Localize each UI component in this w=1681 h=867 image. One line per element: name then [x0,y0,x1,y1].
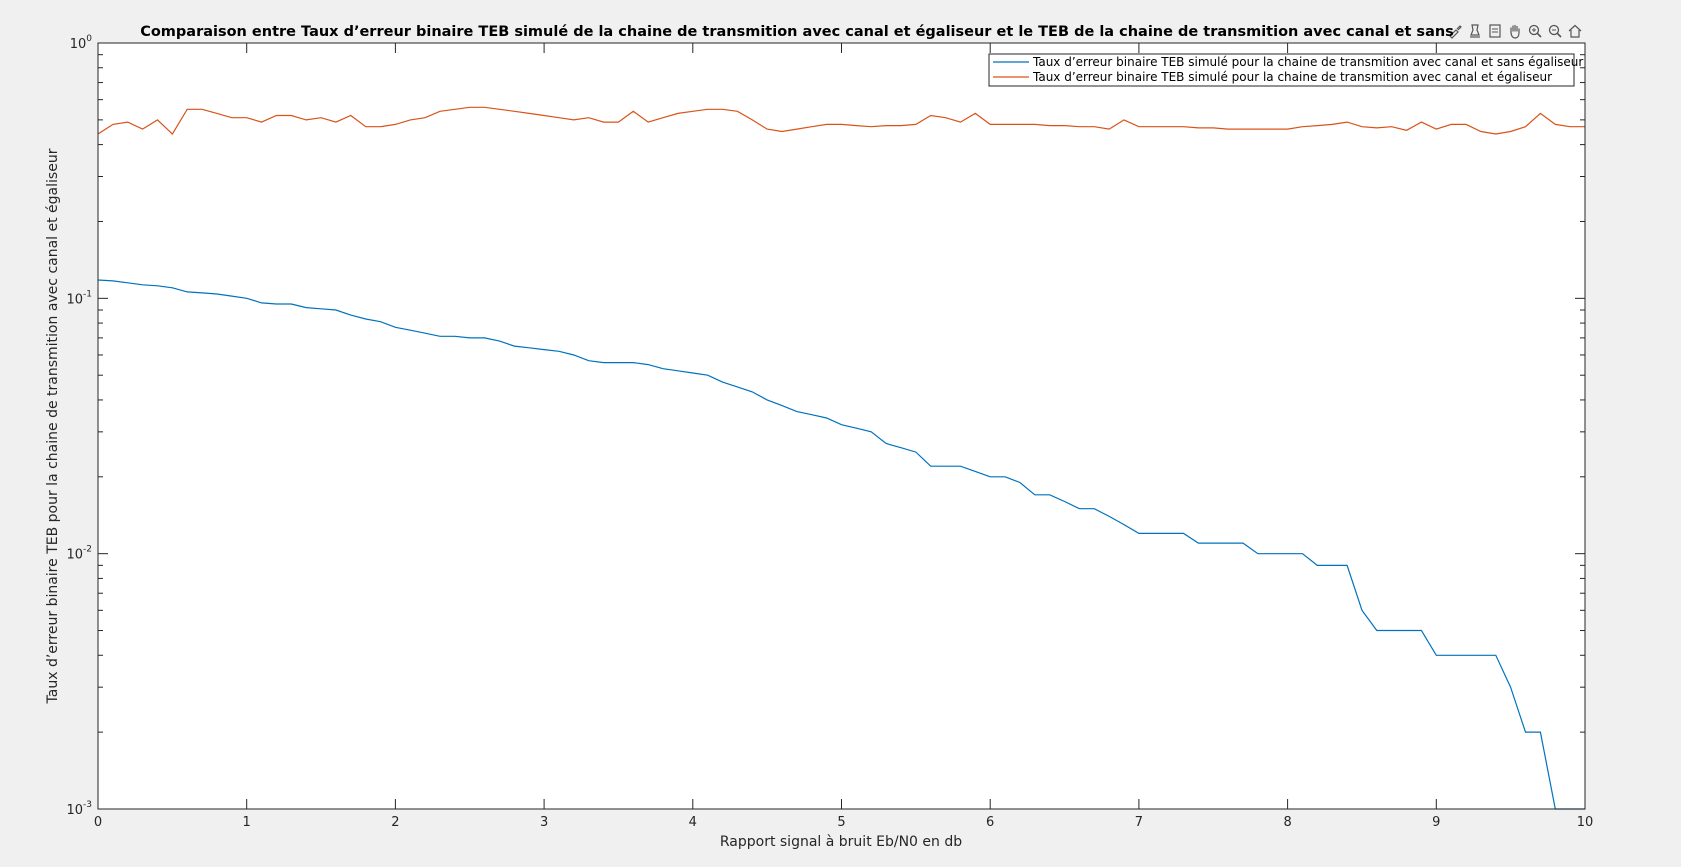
series-line-1[interactable] [97,106,1585,135]
data-tips-icon[interactable] [1466,22,1484,40]
x-tick-label: 3 [540,815,548,830]
x-tick-label: 8 [1283,815,1291,830]
legend-entry-0: Taux d’erreur binaire TEB simulé pour la… [1032,55,1583,69]
x-tick-label: 2 [391,815,399,830]
zoom-in-icon[interactable] [1526,22,1544,40]
x-tick-label: 7 [1135,815,1143,830]
chart-title: Comparaison entre Taux d’erreur binaire … [140,24,1454,40]
axes-box [97,42,1586,810]
axes-toolbar [1446,22,1584,42]
legend-entry-1: Taux d’erreur binaire TEB simulé pour la… [1032,70,1552,84]
x-tick-label: 9 [1432,815,1440,830]
x-axis-label: Rapport signal à bruit Eb/N0 en db [720,834,962,850]
x-tick-label: 5 [837,815,845,830]
y-tick-label: 100 [70,34,93,52]
x-tick-label: 1 [243,815,251,830]
datatip-list-icon[interactable] [1486,22,1504,40]
series-layer [97,106,1585,810]
legend-box [988,53,1575,87]
y-tick-label: 10-3 [66,800,92,818]
x-tick-label: 0 [94,815,102,830]
x-tick-label: 6 [986,815,994,830]
x-tick-label: 10 [1577,815,1594,830]
x-tick-label: 4 [689,815,697,830]
y-tick-label: 10-2 [66,545,92,563]
legend[interactable]: Taux d’erreur binaire TEB simulé pour la… [988,53,1583,87]
y-tick-label: 10-1 [66,289,92,307]
pan-hand-icon[interactable] [1506,22,1524,40]
plot-area[interactable] [98,43,1585,809]
series-line-0[interactable] [97,279,1585,810]
zoom-out-icon[interactable] [1546,22,1564,40]
home-icon[interactable] [1566,22,1584,40]
brush-icon[interactable] [1446,22,1464,40]
y-axis-label: Taux d’erreur binaire TEB pour la chaine… [45,148,61,704]
